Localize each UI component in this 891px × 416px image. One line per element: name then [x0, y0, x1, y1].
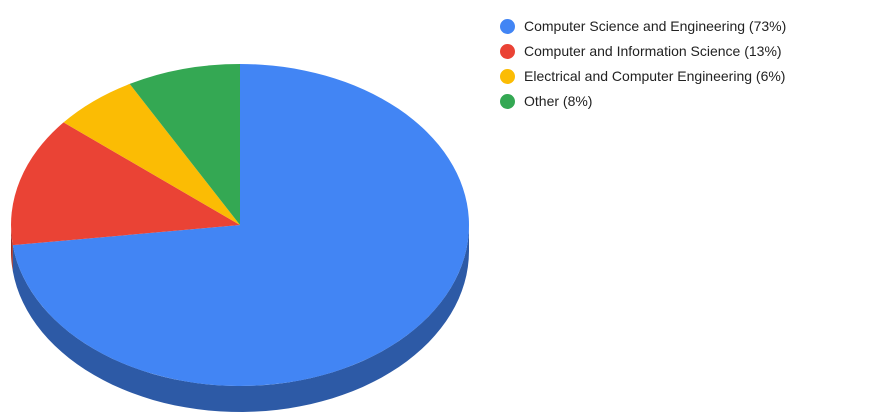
legend: Computer Science and Engineering (73%) C… — [500, 14, 786, 114]
legend-label: Computer and Information Science (13%) — [524, 43, 782, 59]
legend-item[interactable]: Other (8%) — [500, 89, 786, 113]
pie-slices: Computer Science and EngineeringComputer… — [11, 64, 470, 386]
pie-slice: Computer and Information Science — [11, 122, 240, 246]
pie-slice: Other — [129, 64, 240, 225]
pie-depth — [11, 225, 470, 412]
legend-item[interactable]: Computer and Information Science (13%) — [500, 39, 786, 63]
pie-slice: Computer Science and Engineering — [12, 64, 470, 386]
legend-swatch — [500, 18, 515, 34]
pie-chart: Computer Science and EngineeringComputer… — [11, 64, 470, 412]
legend-swatch — [500, 93, 515, 109]
legend-label: Electrical and Computer Engineering (6%) — [524, 68, 786, 84]
legend-swatch — [500, 43, 515, 59]
pie-slice-side — [11, 225, 13, 272]
legend-item[interactable]: Electrical and Computer Engineering (6%) — [500, 64, 786, 88]
pie-slice-side — [12, 225, 470, 412]
legend-label: Computer Science and Engineering (73%) — [524, 18, 787, 34]
legend-label: Other (8%) — [524, 93, 593, 109]
pie-slice: Electrical and Computer Engineering — [63, 83, 240, 225]
legend-item[interactable]: Computer Science and Engineering (73%) — [500, 14, 786, 38]
legend-swatch — [500, 68, 515, 84]
